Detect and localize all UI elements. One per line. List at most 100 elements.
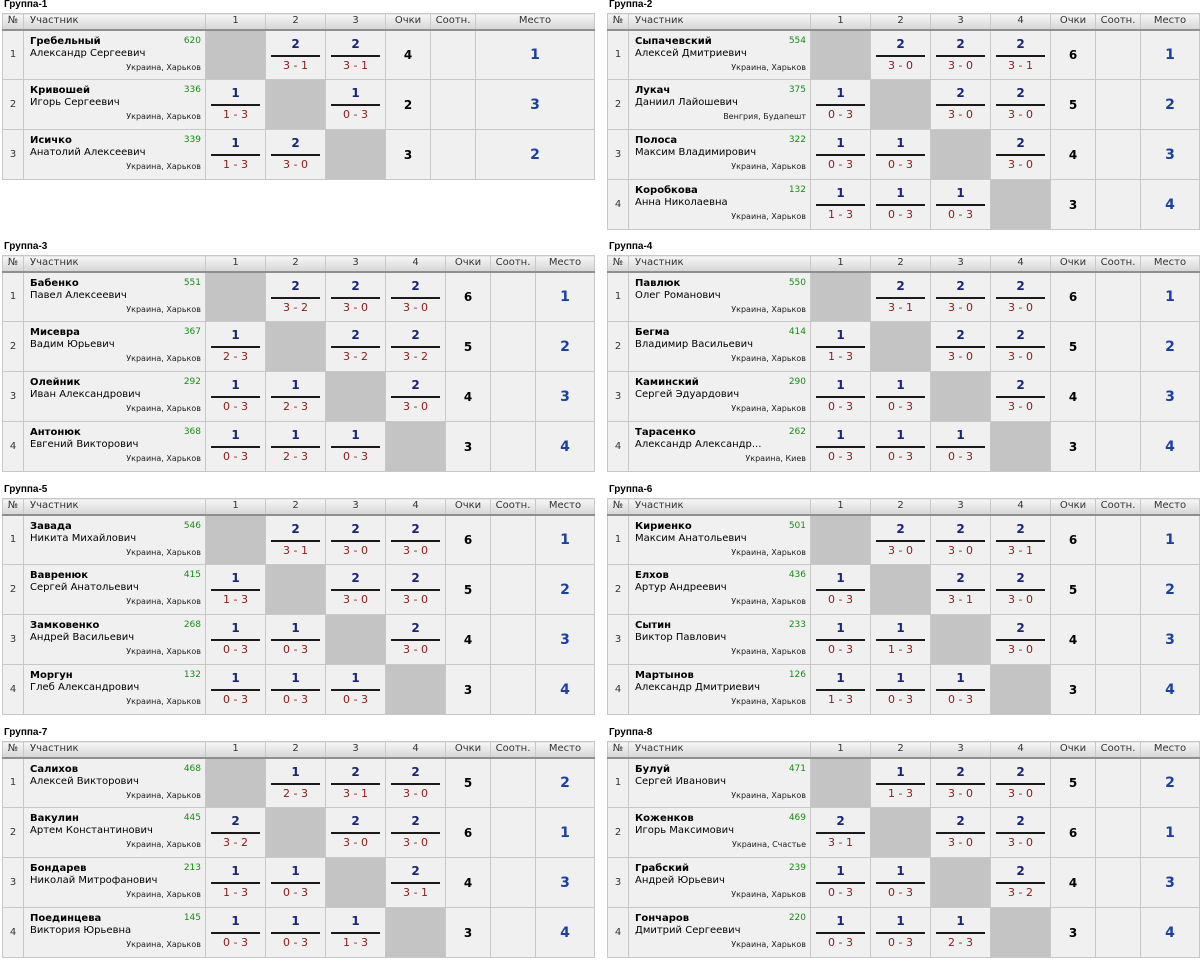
match-cell[interactable]: 1 0 - 3: [810, 614, 871, 665]
player-cell[interactable]: Гончаров Дмитрий Сергеевич 220 Украина, Хар…: [628, 907, 811, 958]
player-cell[interactable]: Бондарев Николай Митрофанович 213 Украина, …: [23, 857, 206, 908]
match-cell[interactable]: 2 3 - 0: [990, 79, 1051, 130]
player-last-name[interactable]: Гончаров: [635, 913, 690, 924]
player-cell[interactable]: Коженков Игорь Максимович 469 Украина, Счас…: [628, 807, 811, 858]
player-last-name[interactable]: Елхов: [635, 570, 669, 581]
match-cell[interactable]: 2 3 - 0: [870, 514, 931, 565]
match-cell[interactable]: 2 3 - 1: [990, 29, 1051, 80]
match-cell[interactable]: 2 3 - 0: [930, 79, 991, 130]
match-cell[interactable]: 1 1 - 3: [205, 129, 266, 180]
match-cell[interactable]: 1 0 - 3: [265, 664, 326, 715]
match-cell[interactable]: 2 3 - 0: [930, 29, 991, 80]
player-last-name[interactable]: Завада: [30, 520, 72, 532]
player-last-name[interactable]: Замковенко: [30, 620, 100, 631]
player-cell[interactable]: Моргун Глеб Александрович 132 Украина, Харь…: [23, 664, 206, 715]
player-last-name[interactable]: Мисевра: [30, 327, 80, 338]
match-cell[interactable]: 1 2 - 3: [265, 757, 326, 808]
player-cell[interactable]: Гребельный Александр Сергеевич 620 Украина,…: [23, 29, 206, 80]
match-cell[interactable]: 1 0 - 3: [870, 857, 931, 908]
match-cell[interactable]: 2 3 - 1: [265, 29, 326, 80]
player-cell[interactable]: Каминский Сергей Эдуардович 290 Украина, Ха…: [628, 371, 811, 422]
match-cell[interactable]: 2 3 - 0: [930, 514, 991, 565]
match-cell[interactable]: 1 1 - 3: [205, 564, 266, 615]
match-cell[interactable]: 1 1 - 3: [325, 907, 386, 958]
player-last-name[interactable]: Каминский: [635, 377, 699, 388]
player-last-name[interactable]: Антонюк: [30, 427, 81, 438]
match-cell[interactable]: 2 3 - 2: [325, 321, 386, 372]
match-cell[interactable]: 1 0 - 3: [870, 907, 931, 958]
match-cell[interactable]: 2 3 - 0: [385, 807, 446, 858]
match-cell[interactable]: 1 0 - 3: [870, 129, 931, 180]
player-cell[interactable]: Грабский Андрей Юрьевич 239 Украина, Харько…: [628, 857, 811, 908]
player-last-name[interactable]: Кривошей: [30, 85, 90, 96]
match-cell[interactable]: 1 2 - 3: [265, 371, 326, 422]
match-cell[interactable]: 1 0 - 3: [205, 907, 266, 958]
match-cell[interactable]: 2 3 - 1: [325, 29, 386, 80]
player-cell[interactable]: Коробкова Анна Николаевна 132 Украина, Харь…: [628, 179, 811, 230]
player-cell[interactable]: Вакулин Артем Константинович 445 Украина, Х…: [23, 807, 206, 858]
match-cell[interactable]: 2 3 - 1: [265, 514, 326, 565]
match-cell[interactable]: 2 3 - 0: [385, 614, 446, 665]
match-cell[interactable]: 1 0 - 3: [870, 664, 931, 715]
match-cell[interactable]: 1 0 - 3: [265, 614, 326, 665]
player-last-name[interactable]: Мартынов: [635, 670, 694, 681]
match-cell[interactable]: 1 0 - 3: [810, 564, 871, 615]
match-cell[interactable]: 2 3 - 0: [930, 321, 991, 372]
match-cell[interactable]: 1 0 - 3: [205, 371, 266, 422]
match-cell[interactable]: 1 0 - 3: [205, 664, 266, 715]
player-cell[interactable]: Лукач Даниил Лайошевич 375 Венгрия, Будапеш…: [628, 79, 811, 130]
match-cell[interactable]: 2 3 - 0: [990, 271, 1051, 322]
match-cell[interactable]: 1 0 - 3: [810, 857, 871, 908]
match-cell[interactable]: 2 3 - 0: [385, 271, 446, 322]
match-cell[interactable]: 2 3 - 0: [265, 129, 326, 180]
player-cell[interactable]: Павлюк Олег Романович 550 Украина, Харьков: [628, 271, 811, 322]
match-cell[interactable]: 1 2 - 3: [205, 321, 266, 372]
player-last-name[interactable]: Бабенко: [30, 277, 79, 289]
match-cell[interactable]: 2 3 - 0: [990, 614, 1051, 665]
match-cell[interactable]: 1 0 - 3: [870, 179, 931, 230]
player-cell[interactable]: Поединцева Виктория Юрьевна 145 Украина, Ха…: [23, 907, 206, 958]
match-cell[interactable]: 1 1 - 3: [810, 321, 871, 372]
match-cell[interactable]: 1 0 - 3: [325, 664, 386, 715]
player-cell[interactable]: Сытин Виктор Павлович 233 Украина, Харьков: [628, 614, 811, 665]
player-last-name[interactable]: Бондарев: [30, 863, 87, 874]
player-cell[interactable]: Сыпачевский Алексей Дмитриевич 554 Украина,…: [628, 29, 811, 80]
match-cell[interactable]: 2 3 - 0: [990, 129, 1051, 180]
match-cell[interactable]: 2 3 - 0: [385, 757, 446, 808]
player-last-name[interactable]: Сытин: [635, 620, 672, 631]
player-cell[interactable]: Замковенко Андрей Васильевич 268 Украина, Х…: [23, 614, 206, 665]
match-cell[interactable]: 2 3 - 1: [870, 271, 931, 322]
player-cell[interactable]: Елхов Артур Андреевич 436 Украина, Харьков: [628, 564, 811, 615]
match-cell[interactable]: 1 0 - 3: [205, 614, 266, 665]
match-cell[interactable]: 2 3 - 1: [810, 807, 871, 858]
match-cell[interactable]: 1 2 - 3: [930, 907, 991, 958]
player-last-name[interactable]: Исичко: [30, 135, 72, 146]
match-cell[interactable]: 1 0 - 3: [810, 79, 871, 130]
player-cell[interactable]: Булуй Сергей Иванович 471 Украина, Харьков: [628, 757, 811, 808]
match-cell[interactable]: 2 3 - 0: [325, 514, 386, 565]
player-cell[interactable]: Кривошей Игорь Сергеевич 336 Украина, Харьк…: [23, 79, 206, 130]
match-cell[interactable]: 2 3 - 0: [990, 564, 1051, 615]
player-last-name[interactable]: Сыпачевский: [635, 35, 712, 47]
match-cell[interactable]: 1 0 - 3: [810, 129, 871, 180]
match-cell[interactable]: 2 3 - 2: [990, 857, 1051, 908]
match-cell[interactable]: 1 1 - 3: [870, 614, 931, 665]
match-cell[interactable]: 1 0 - 3: [810, 371, 871, 422]
match-cell[interactable]: 1 0 - 3: [930, 421, 991, 472]
match-cell[interactable]: 1 1 - 3: [810, 664, 871, 715]
player-last-name[interactable]: Булуй: [635, 763, 670, 775]
player-last-name[interactable]: Вавренюк: [30, 570, 89, 581]
match-cell[interactable]: 1 0 - 3: [265, 857, 326, 908]
match-cell[interactable]: 2 3 - 0: [990, 321, 1051, 372]
player-last-name[interactable]: Полоса: [635, 135, 678, 146]
player-cell[interactable]: Бегма Владимир Васильевич 414 Украина, Харь…: [628, 321, 811, 372]
player-cell[interactable]: Бабенко Павел Алексеевич 551 Украина, Харьк…: [23, 271, 206, 322]
player-cell[interactable]: Вавренюк Сергей Анатольевич 415 Украина, Ха…: [23, 564, 206, 615]
match-cell[interactable]: 2 3 - 1: [385, 857, 446, 908]
match-cell[interactable]: 2 3 - 0: [325, 271, 386, 322]
match-cell[interactable]: 1 0 - 3: [870, 371, 931, 422]
match-cell[interactable]: 2 3 - 0: [990, 757, 1051, 808]
match-cell[interactable]: 1 0 - 3: [810, 907, 871, 958]
match-cell[interactable]: 1 0 - 3: [205, 421, 266, 472]
player-last-name[interactable]: Коробкова: [635, 185, 698, 196]
